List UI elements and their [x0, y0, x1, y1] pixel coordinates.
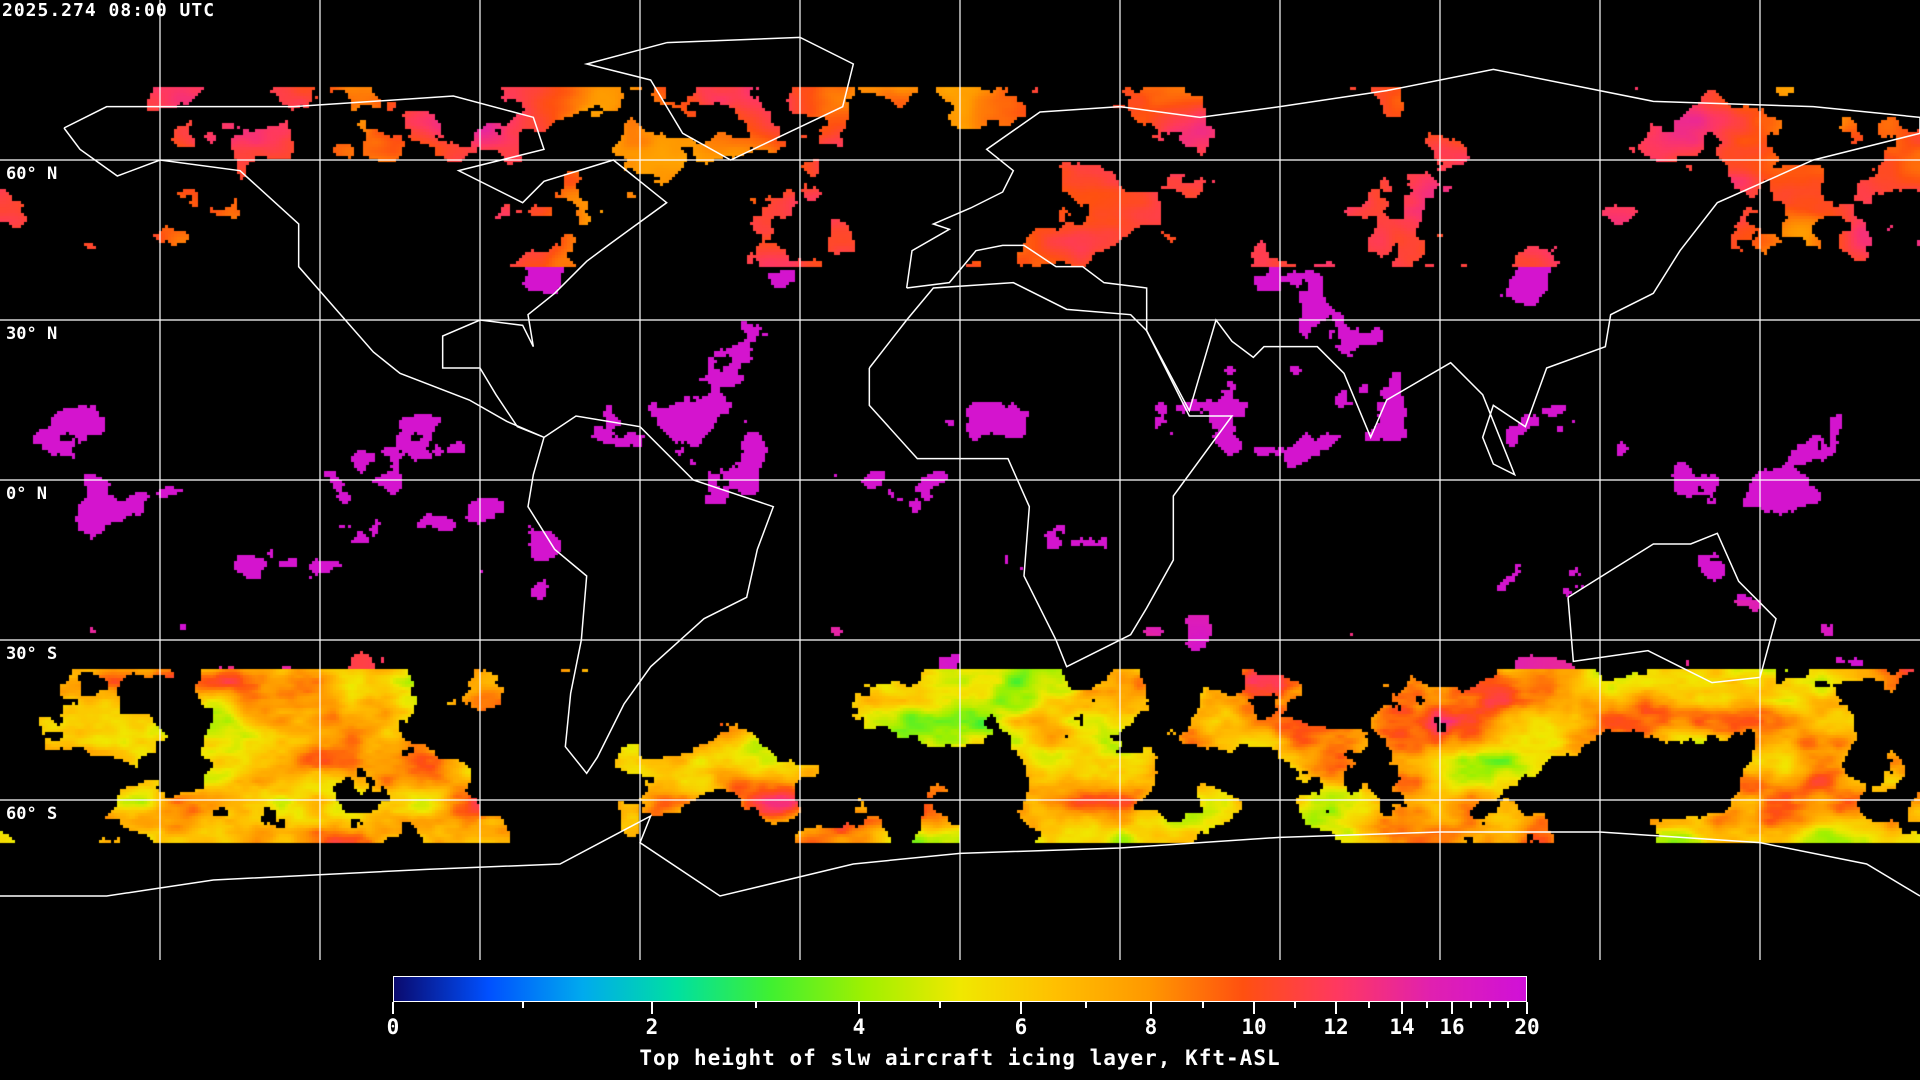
- colorbar-tick-label: 12: [1323, 1015, 1349, 1039]
- colorbar-major-tick: [1020, 1002, 1022, 1014]
- colorbar-minor-tick: [754, 1002, 757, 1008]
- colorbar-minor-tick: [1085, 1002, 1087, 1008]
- colorbar-tick-label: 6: [1014, 1015, 1028, 1039]
- colorbar-minor-tick: [1469, 1002, 1472, 1008]
- coastline-greenland: [583, 36, 855, 161]
- colorbar-tick-label: 20: [1514, 1015, 1540, 1039]
- colorbar-ticks: [0, 1002, 1920, 1016]
- colorbar-minor-tick: [1507, 1002, 1510, 1008]
- colorbar-tick-label: 14: [1389, 1015, 1415, 1039]
- colorbar-minor-tick: [1426, 1002, 1428, 1008]
- colorbar-minor-tick: [1368, 1002, 1370, 1008]
- colorbar-major-tick: [651, 1002, 653, 1014]
- colorbar-minor-tick: [939, 1002, 941, 1008]
- coastline-africa: [868, 281, 1234, 668]
- colorbar-major-tick: [1150, 1002, 1152, 1014]
- coastline-north-america: [63, 95, 668, 439]
- colorbar-tick-label: 2: [645, 1015, 659, 1039]
- colorbar-minor-tick: [1294, 1002, 1296, 1008]
- colorbar-minor-tick: [1201, 1002, 1204, 1008]
- colorbar-minor-tick: [521, 1002, 524, 1008]
- colorbar-title: Top height of slw aircraft icing layer, …: [639, 1046, 1281, 1070]
- timestamp: 2025.274 08:00 UTC: [2, 0, 216, 21]
- colorbar-tick-label: 16: [1439, 1015, 1465, 1039]
- coastline-south-america: [527, 415, 775, 775]
- colorbar-major-tick: [1253, 1002, 1255, 1014]
- lat-label-30s: 30° S: [6, 644, 58, 664]
- colorbar-major-tick: [1335, 1002, 1337, 1014]
- colorbar-tick-label: 8: [1144, 1015, 1158, 1039]
- world-map: [0, 0, 1920, 960]
- colorbar-tick-label: 4: [852, 1015, 866, 1039]
- lat-label-0n: 0° N: [6, 484, 47, 504]
- lat-label-30n: 30° N: [6, 324, 58, 344]
- coastline-eurasia: [905, 68, 1920, 477]
- colorbar-major-tick: [858, 1002, 860, 1014]
- colorbar: [393, 976, 1527, 1002]
- colorbar-minor-tick: [1488, 1002, 1491, 1008]
- colorbar-major-tick: [392, 1002, 394, 1014]
- lat-label-60n: 60° N: [6, 164, 58, 184]
- colorbar-major-tick: [1526, 1002, 1528, 1014]
- coastline-antarctica: [0, 814, 1920, 897]
- colorbar-tick-label: 0: [386, 1015, 400, 1039]
- map-overlay: [0, 0, 1920, 960]
- lat-label-60s: 60° S: [6, 804, 58, 824]
- colorbar-major-tick: [1401, 1002, 1403, 1014]
- colorbar-tick-label: 10: [1241, 1015, 1267, 1039]
- coastline-australia: [1567, 532, 1777, 684]
- colorbar-major-tick: [1451, 1002, 1453, 1014]
